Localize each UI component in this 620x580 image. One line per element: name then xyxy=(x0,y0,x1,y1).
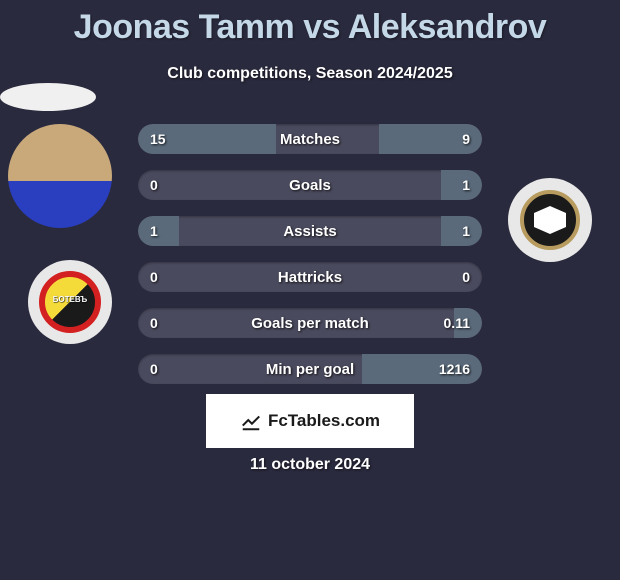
club-right-emblem xyxy=(520,190,580,250)
stat-row: 0 Hattricks 0 xyxy=(138,262,482,292)
stat-value-right: 0 xyxy=(462,269,470,285)
stat-label: Assists xyxy=(283,223,336,240)
stat-row: 0 Goals 1 xyxy=(138,170,482,200)
club-left-badge xyxy=(28,260,112,344)
player-right-avatar xyxy=(0,83,96,111)
source-text: FcTables.com xyxy=(268,411,380,431)
source-badge: FcTables.com xyxy=(206,394,414,448)
stat-value-right: 9 xyxy=(462,131,470,147)
stat-label: Matches xyxy=(280,131,340,148)
subtitle: Club competitions, Season 2024/2025 xyxy=(0,65,620,83)
stat-value-right: 1 xyxy=(462,223,470,239)
stat-label: Hattricks xyxy=(278,269,342,286)
stat-row: 0 Min per goal 1216 xyxy=(138,354,482,384)
stat-value-left: 0 xyxy=(150,315,158,331)
club-left-emblem xyxy=(39,271,101,333)
stat-label: Goals xyxy=(289,177,331,194)
stat-value-left: 0 xyxy=(150,177,158,193)
stat-value-left: 15 xyxy=(150,131,166,147)
stat-fill-left xyxy=(138,216,179,246)
stat-row: 0 Goals per match 0.11 xyxy=(138,308,482,338)
stat-value-left: 0 xyxy=(150,361,158,377)
stat-value-left: 0 xyxy=(150,269,158,285)
stat-label: Min per goal xyxy=(266,361,354,378)
stat-value-right: 1 xyxy=(462,177,470,193)
stat-row: 1 Assists 1 xyxy=(138,216,482,246)
stats-panel: 15 Matches 9 0 Goals 1 1 Assists 1 0 Hattricks 0 0 Go… xyxy=(138,124,482,400)
player-left-avatar xyxy=(8,124,112,228)
chart-icon xyxy=(240,410,262,432)
stat-row: 15 Matches 9 xyxy=(138,124,482,154)
stat-value-right: 0.11 xyxy=(444,315,470,331)
stat-value-right: 1216 xyxy=(439,361,470,377)
page-title: Joonas Tamm vs Aleksandrov xyxy=(0,8,620,47)
stat-value-left: 1 xyxy=(150,223,158,239)
club-right-badge xyxy=(508,178,592,262)
stat-label: Goals per match xyxy=(251,315,369,332)
footer-date: 11 october 2024 xyxy=(0,456,620,474)
